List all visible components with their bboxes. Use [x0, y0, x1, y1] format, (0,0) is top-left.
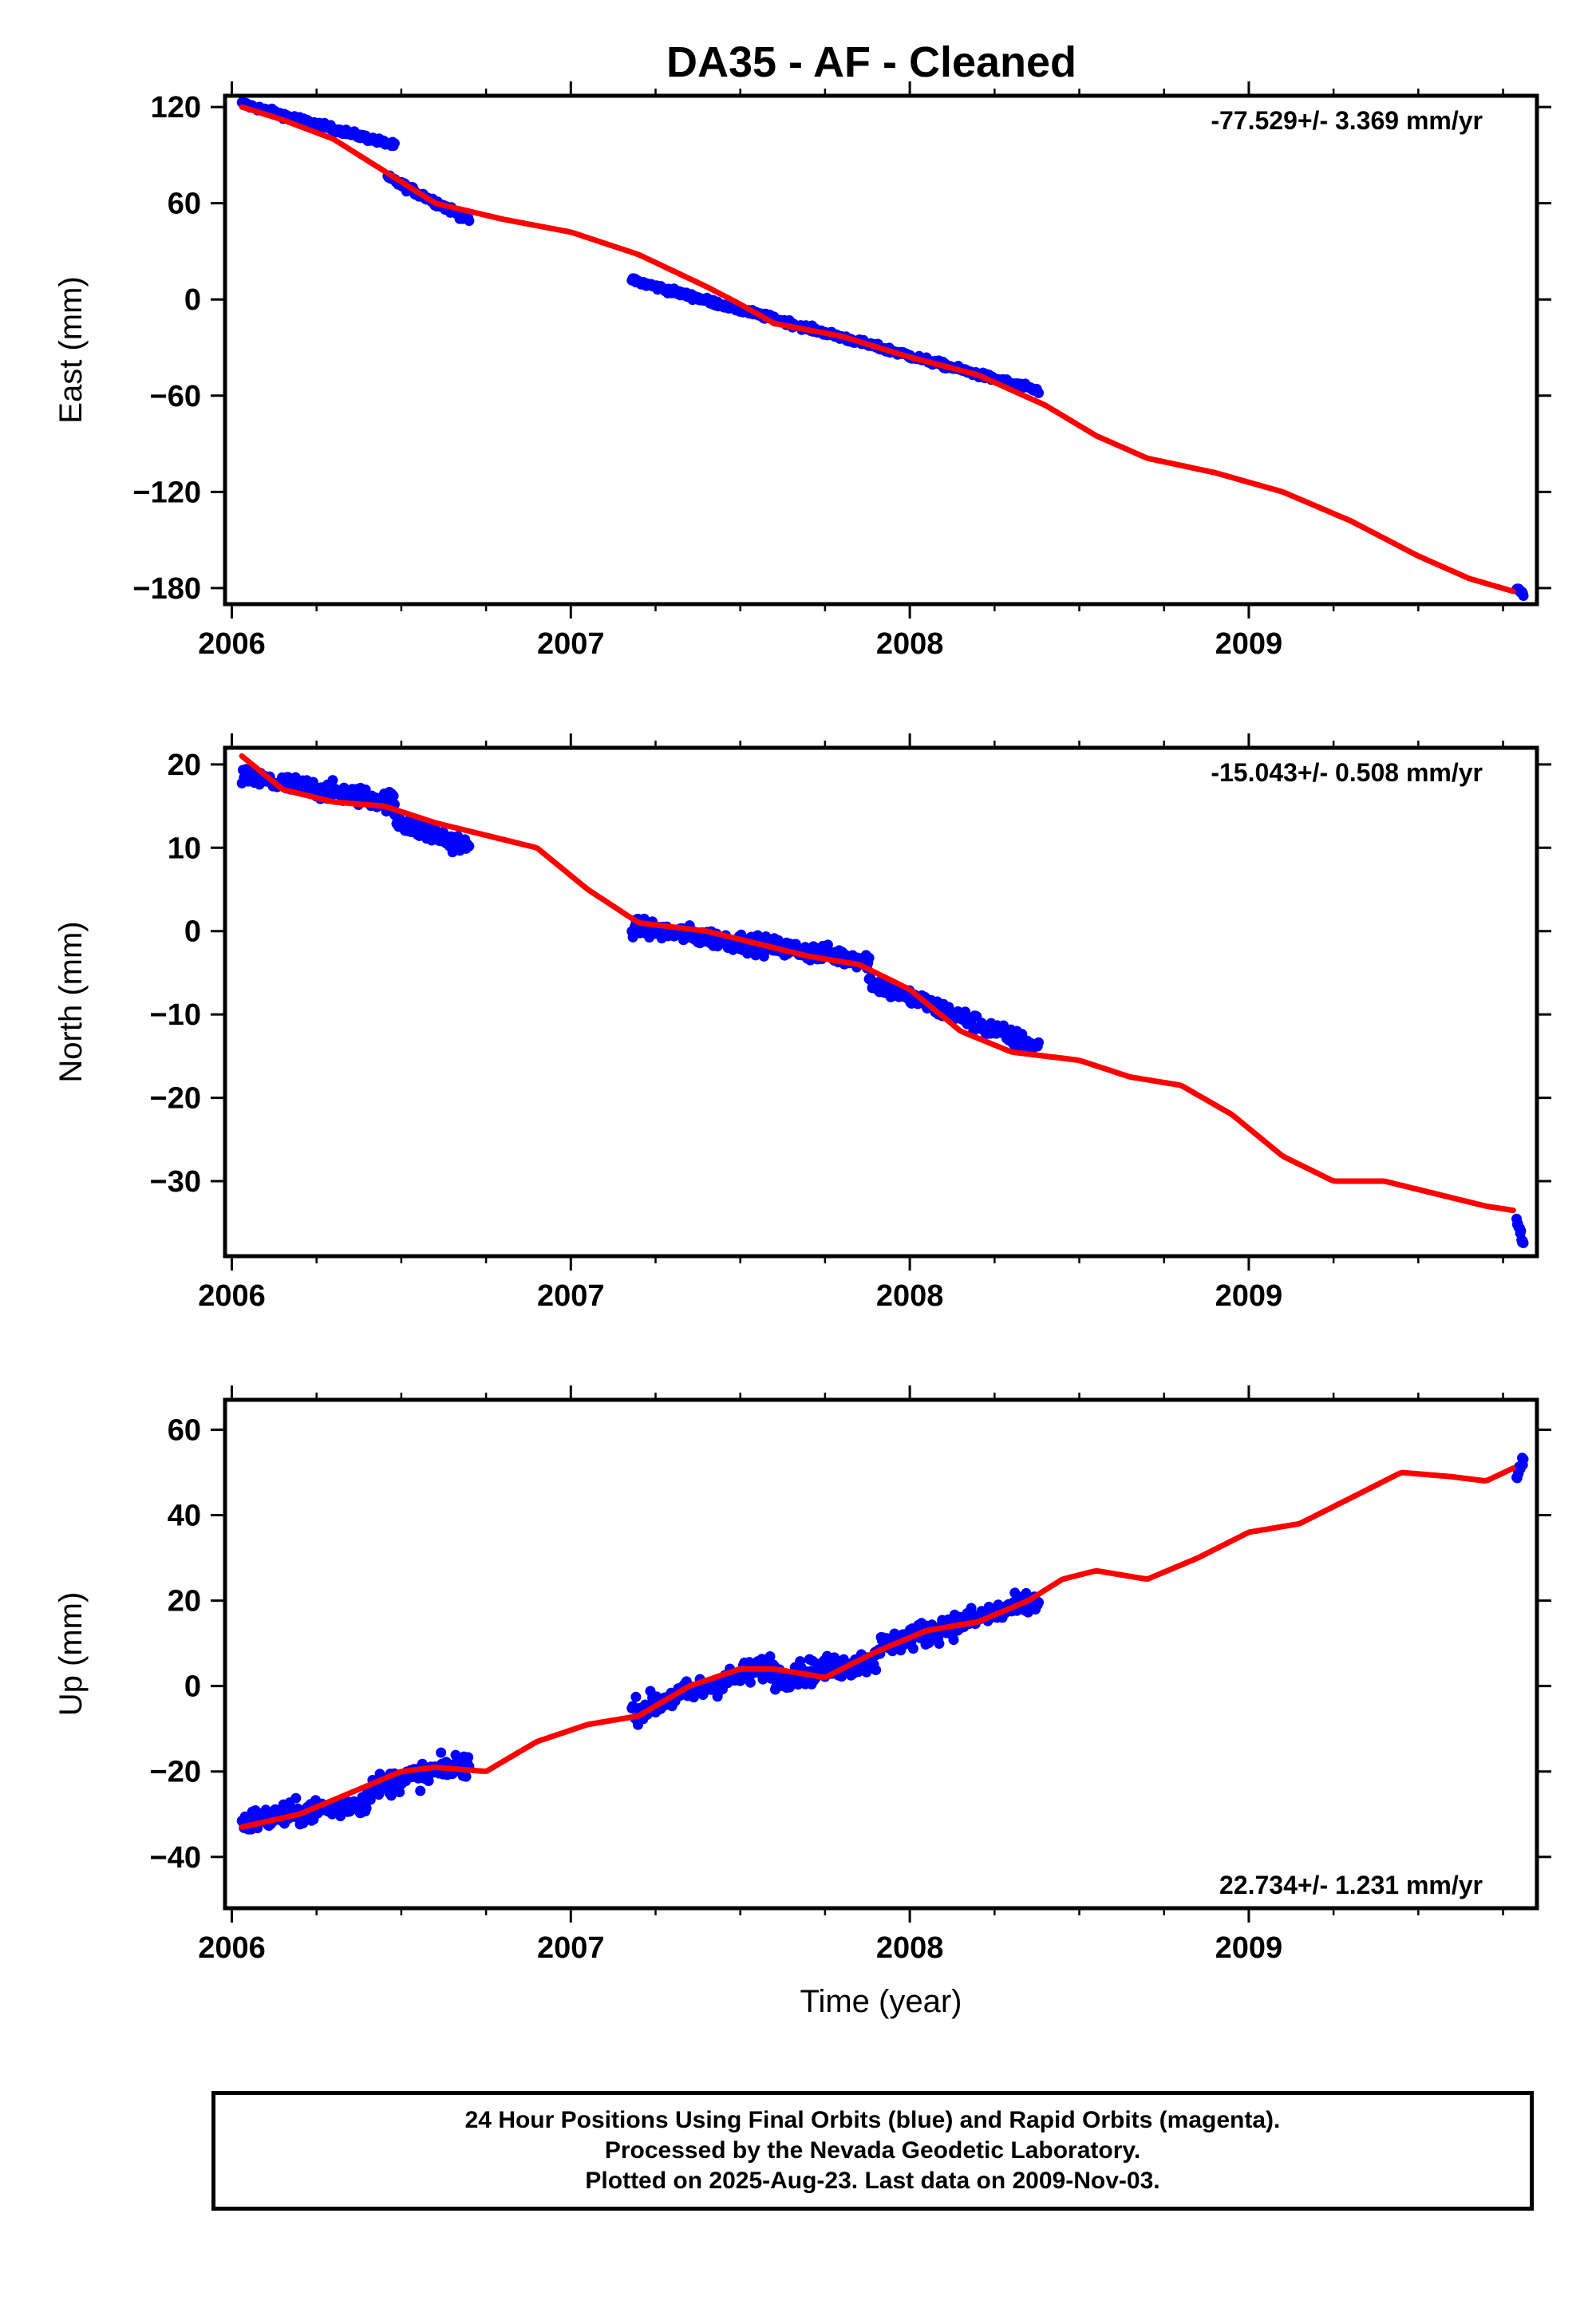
plot-area	[236, 97, 1529, 601]
data-points	[236, 1452, 1529, 1835]
y-tick-label: −10	[150, 998, 201, 1032]
y-tick-label: −60	[150, 380, 201, 413]
x-tick-label: 2007	[537, 1279, 605, 1313]
x-tick-label: 2008	[876, 627, 944, 661]
model-curve	[239, 753, 1516, 1214]
y-tick-label: 20	[168, 1585, 201, 1618]
model-curve	[239, 1465, 1516, 1830]
data-point	[463, 1752, 474, 1763]
east-panel: 2006 2007 2008 2009 120 60 0 −60 −120 −180 East (m…	[53, 81, 1551, 661]
x-tick-label: 2008	[876, 1931, 944, 1965]
x-tick-label: 2006	[198, 1931, 266, 1965]
data-point	[394, 1787, 405, 1797]
up-panel: 2006 2007 2008 2009 60 40 20 0 −20 −40 Up (mm) Time…	[53, 1385, 1551, 2019]
data-point	[960, 1006, 971, 1018]
data-point	[1033, 387, 1044, 398]
footer-line-3: Plotted on 2025-Aug-23. Last data on 200…	[585, 2168, 1160, 2194]
data-point	[745, 1677, 756, 1688]
y-tick-label: 40	[168, 1500, 201, 1533]
data-point	[863, 952, 875, 963]
x-tick-label: 2007	[537, 1931, 605, 1965]
data-point	[361, 1803, 372, 1814]
y-tick-label: −40	[150, 1841, 201, 1875]
y-tick-label: −20	[150, 1756, 201, 1789]
data-point	[1033, 1037, 1044, 1048]
data-point	[423, 1776, 434, 1786]
data-point	[464, 840, 475, 852]
x-tick-label: 2008	[876, 1279, 944, 1313]
data-point	[290, 1792, 302, 1804]
y-tick-label: −120	[132, 476, 201, 509]
y-tick-label: −180	[132, 572, 201, 606]
rate-label: 22.734+/- 1.231 mm/yr	[1219, 1871, 1483, 1899]
y-tick-label: 20	[168, 749, 201, 782]
x-axis-label: Time (year)	[800, 1984, 962, 2019]
data-point	[1518, 1453, 1529, 1464]
data-point	[464, 215, 475, 227]
y-tick-label: 60	[168, 188, 201, 221]
footer-box: 24 Hour Positions Using Final Orbits (bl…	[211, 2091, 1534, 2211]
data-point	[1515, 1225, 1527, 1236]
data-point	[389, 138, 400, 149]
plot-area	[236, 1452, 1529, 1835]
data-point	[1518, 591, 1529, 601]
data-point	[907, 1643, 918, 1654]
plot-area	[236, 753, 1529, 1248]
data-point	[764, 1651, 776, 1662]
y-axis-label: Up (mm)	[53, 1592, 89, 1717]
data-point	[1033, 1597, 1044, 1608]
x-tick-label: 2009	[1215, 1931, 1283, 1965]
x-tick-label: 2006	[198, 627, 266, 661]
y-tick-label: −20	[150, 1082, 201, 1116]
footer-line-1: 24 Hour Positions Using Final Orbits (bl…	[464, 2107, 1281, 2133]
data-point	[830, 1654, 841, 1666]
y-tick-label: 120	[151, 91, 201, 124]
x-tick-label: 2009	[1215, 1279, 1283, 1313]
y-tick-label: 0	[184, 915, 201, 949]
data-point	[415, 1785, 426, 1796]
data-point	[388, 790, 399, 801]
plot-frame	[223, 1397, 1539, 1911]
data-point	[871, 1665, 882, 1675]
y-axis-label: East (mm)	[53, 276, 89, 423]
data-point	[822, 939, 833, 951]
data-point	[327, 775, 338, 786]
rate-label: -15.043+/- 0.508 mm/yr	[1211, 758, 1483, 787]
data-point	[934, 1638, 945, 1649]
data-point	[1518, 1238, 1529, 1248]
y-tick-label: 0	[184, 1670, 201, 1704]
data-point	[630, 1691, 642, 1702]
x-tick-label: 2009	[1215, 627, 1283, 661]
x-tick-label: 2006	[198, 1279, 266, 1313]
data-point	[436, 1747, 447, 1758]
plot-frame	[223, 93, 1539, 607]
data-point	[948, 1634, 959, 1646]
y-tick-label: 10	[168, 832, 201, 865]
y-axis-label: North (mm)	[53, 921, 89, 1082]
y-tick-label: −30	[150, 1165, 201, 1199]
y-tick-label: 0	[184, 283, 201, 317]
plot-frame	[223, 745, 1539, 1259]
rate-label: -77.529+/- 3.369 mm/yr	[1211, 106, 1483, 135]
x-tick-label: 2007	[537, 627, 605, 661]
model-curve	[239, 104, 1516, 595]
data-points	[236, 764, 1529, 1248]
footer-line-2: Processed by the Nevada Geodetic Laborat…	[604, 2137, 1141, 2164]
data-point	[460, 1771, 472, 1782]
y-tick-label: 60	[168, 1413, 201, 1447]
chart-title: DA35 - AF - Cleaned	[666, 38, 1077, 86]
